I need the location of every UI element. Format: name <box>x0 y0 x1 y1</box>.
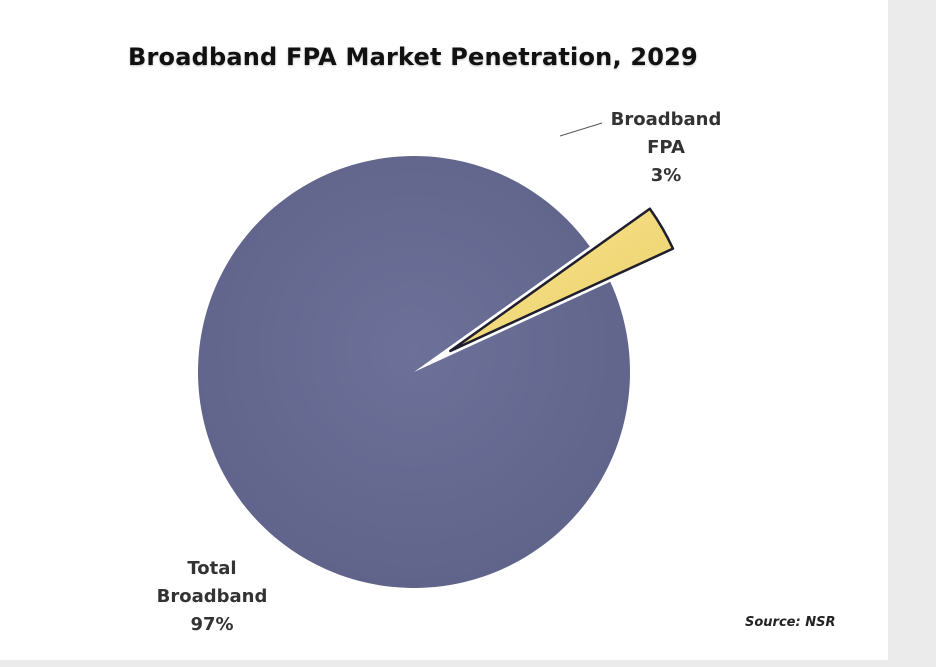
source-note: Source: NSR <box>745 615 836 630</box>
slice-value-label: 97% <box>190 614 234 635</box>
slice-name-line: Broadband <box>156 586 268 607</box>
slice-label-total-broadband: Total Broadband 97% <box>140 555 284 639</box>
leader-line <box>559 122 603 137</box>
side-panel <box>888 0 936 667</box>
slice-label-broadband-fpa: Broadband FPA 3% <box>602 106 730 190</box>
slice-name-line: Broadband <box>610 109 722 130</box>
slice-name-line: Total <box>187 558 237 579</box>
slice-value-label: 3% <box>650 165 682 186</box>
chart-title: Broadband FPA Market Penetration, 2029 <box>128 43 698 71</box>
slice-name-line: FPA <box>647 137 685 158</box>
pie-chart <box>197 122 675 588</box>
pie-slice-total-broadband <box>197 155 630 588</box>
bottom-border <box>0 660 888 667</box>
pie-slice-broadband-fpa <box>449 207 675 353</box>
